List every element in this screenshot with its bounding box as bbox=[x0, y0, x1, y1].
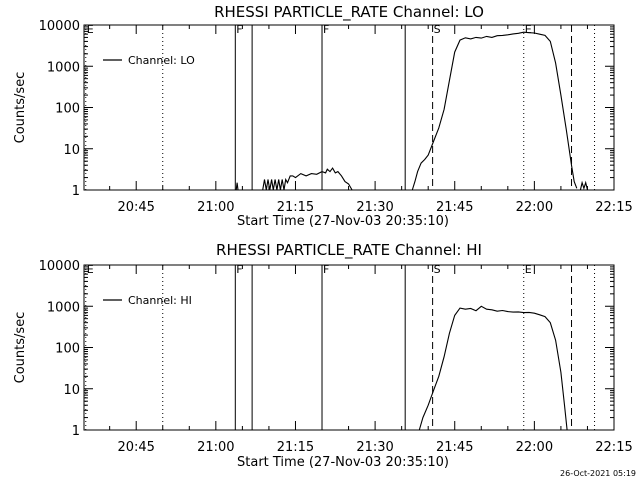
x-tick-label: 20:45 bbox=[117, 200, 154, 215]
event-marker-label: S bbox=[434, 263, 441, 276]
x-tick-label: 22:00 bbox=[516, 440, 553, 455]
x-axis-label: Start Time (27-Nov-03 20:35:10) bbox=[237, 214, 449, 229]
chart-panel-lo: RHESSI PARTICLE_RATE Channel: LO 1 10 100 10… bbox=[13, 3, 633, 229]
y-tick-label: 100 bbox=[55, 342, 80, 357]
y-tick-label: 1000 bbox=[47, 300, 80, 315]
y-tick-label: 10 bbox=[63, 383, 80, 398]
footer-timestamp: 26-Oct-2021 05:19 bbox=[560, 469, 636, 478]
x-tick-label: 22:15 bbox=[595, 440, 632, 455]
series-line bbox=[235, 182, 239, 191]
y-axis-label: Counts/sec bbox=[13, 312, 28, 384]
event-marker-label: E bbox=[87, 23, 94, 36]
x-tick-label: 21:45 bbox=[436, 200, 473, 215]
y-tick-label: 1000 bbox=[47, 60, 80, 75]
x-tick-label: 22:15 bbox=[595, 200, 632, 215]
event-marker-label: E bbox=[525, 263, 532, 276]
chart-title: RHESSI PARTICLE_RATE Channel: LO bbox=[214, 3, 484, 22]
event-marker-label: F bbox=[236, 23, 242, 36]
x-tick-label: 21:45 bbox=[436, 440, 473, 455]
y-axis-label: Counts/sec bbox=[13, 72, 28, 144]
x-tick-label: 21:30 bbox=[356, 200, 393, 215]
y-tick-label: 1 bbox=[72, 424, 80, 439]
y-tick-label: 100 bbox=[55, 102, 80, 117]
x-tick-label: 21:30 bbox=[356, 440, 393, 455]
plot-frame bbox=[83, 24, 615, 191]
x-tick-label: 21:00 bbox=[197, 440, 234, 455]
x-tick-label: 22:00 bbox=[516, 200, 553, 215]
x-tick-label: 21:00 bbox=[197, 200, 234, 215]
legend-label: Channel: LO bbox=[128, 54, 195, 67]
x-tick-label: 20:45 bbox=[117, 440, 154, 455]
chart-title: RHESSI PARTICLE_RATE Channel: HI bbox=[216, 241, 482, 260]
legend-label: Channel: HI bbox=[128, 294, 192, 307]
y-tick-label: 1 bbox=[72, 184, 80, 199]
x-tick-label: 21:15 bbox=[277, 200, 314, 215]
event-marker-label: F bbox=[323, 23, 329, 36]
event-marker-label: E bbox=[525, 23, 532, 36]
series-line bbox=[262, 167, 353, 191]
event-marker-label: F bbox=[236, 263, 242, 276]
y-tick-label: 10000 bbox=[39, 19, 80, 34]
x-tick-label: 21:15 bbox=[277, 440, 314, 455]
event-marker-label: S bbox=[434, 23, 441, 36]
event-marker-label: F bbox=[323, 263, 329, 276]
event-marker-label: E bbox=[87, 263, 94, 276]
y-tick-label: 10 bbox=[63, 143, 80, 158]
chart-panel-hi: RHESSI PARTICLE_RATE Channel: HI 1 10 100 10… bbox=[13, 241, 633, 470]
plot-frame bbox=[83, 264, 615, 431]
series-line bbox=[418, 305, 568, 431]
series-line bbox=[411, 31, 578, 191]
y-tick-label: 10000 bbox=[39, 259, 80, 274]
x-axis-label: Start Time (27-Nov-03 20:35:10) bbox=[237, 455, 449, 470]
series-line bbox=[579, 180, 589, 191]
